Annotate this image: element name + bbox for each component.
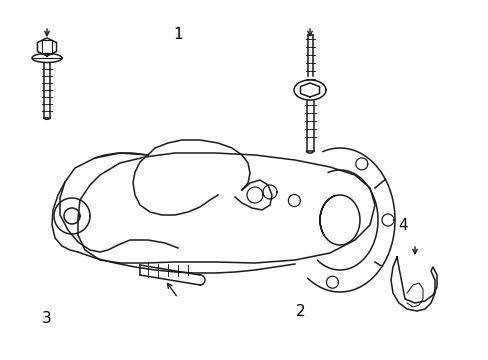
- Text: 4: 4: [398, 217, 407, 233]
- Text: 1: 1: [173, 27, 183, 42]
- Text: 3: 3: [41, 311, 51, 326]
- Text: 2: 2: [295, 304, 305, 319]
